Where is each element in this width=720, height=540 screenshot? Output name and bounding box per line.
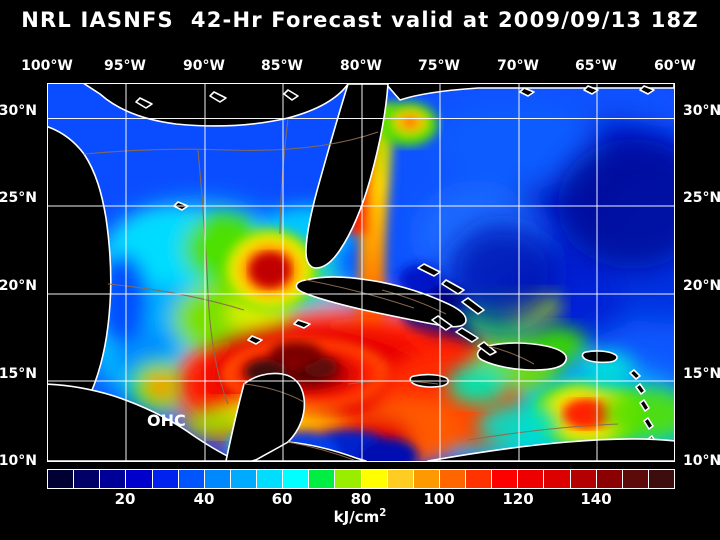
colorbar-cell-4 bbox=[152, 470, 179, 488]
colorbar-tick-40: 40 bbox=[193, 490, 215, 508]
colorbar-cell-11 bbox=[335, 470, 362, 488]
lat-label-left-15n: 15°N bbox=[0, 366, 37, 382]
lat-label-right-15n: 15°N bbox=[683, 366, 720, 382]
ohc-overlay-label: OHC bbox=[147, 411, 186, 430]
colorbar-unit-text: kJ/cm bbox=[333, 508, 380, 526]
colorbar-cell-16 bbox=[466, 470, 493, 488]
colorbar-cell-20 bbox=[570, 470, 597, 488]
colorbar-cell-2 bbox=[100, 470, 127, 488]
colorbar-cell-0 bbox=[48, 470, 75, 488]
colorbar-cell-5 bbox=[178, 470, 205, 488]
lon-label-80w: 80°W bbox=[340, 58, 382, 74]
lon-label-90w: 90°W bbox=[183, 58, 225, 74]
lon-label-70w: 70°W bbox=[497, 58, 539, 74]
colorbar-cell-10 bbox=[309, 470, 336, 488]
colorbar-cell-12 bbox=[361, 470, 388, 488]
lat-label-right-25n: 25°N bbox=[683, 190, 720, 206]
lon-label-95w: 95°W bbox=[104, 58, 146, 74]
colorbar-cell-3 bbox=[126, 470, 153, 488]
colorbar-unit-label: kJ/cm2 bbox=[334, 508, 387, 526]
lon-label-60w: 60°W bbox=[654, 58, 696, 74]
lat-lon-grid bbox=[48, 84, 674, 461]
lon-label-65w: 65°W bbox=[575, 58, 617, 74]
lat-label-right-10n: 10°N bbox=[683, 453, 720, 469]
lat-label-left-25n: 25°N bbox=[0, 190, 37, 206]
ohc-heatmap bbox=[48, 84, 674, 461]
land-masses bbox=[48, 84, 674, 461]
colorbar-cell-23 bbox=[648, 470, 674, 488]
colorbar-tick-20: 20 bbox=[114, 490, 136, 508]
colorbar-cell-17 bbox=[492, 470, 519, 488]
colorbar-cell-15 bbox=[439, 470, 466, 488]
lat-label-left-20n: 20°N bbox=[0, 278, 37, 294]
colorbar-cell-9 bbox=[283, 470, 310, 488]
lon-label-100w: 100°W bbox=[21, 58, 73, 74]
colorbar-tick-100: 100 bbox=[423, 490, 455, 508]
lon-label-85w: 85°W bbox=[261, 58, 303, 74]
colorbar-tick-120: 120 bbox=[502, 490, 534, 508]
colorbar-cell-6 bbox=[204, 470, 231, 488]
lat-label-left-10n: 10°N bbox=[0, 453, 37, 469]
colorbar-tick-60: 60 bbox=[271, 490, 293, 508]
colorbar-cell-1 bbox=[74, 470, 101, 488]
page-title: NRL IASNFS 42-Hr Forecast valid at 2009/… bbox=[21, 8, 699, 32]
lon-label-75w: 75°W bbox=[418, 58, 460, 74]
colorbar-cell-22 bbox=[622, 470, 649, 488]
colorbar-cell-21 bbox=[596, 470, 623, 488]
colorbar-cell-19 bbox=[544, 470, 571, 488]
colorbar-cell-7 bbox=[230, 470, 257, 488]
lat-label-right-30n: 30°N bbox=[683, 103, 720, 119]
colorbar-cell-8 bbox=[257, 470, 284, 488]
colorbar-unit-exponent: 2 bbox=[379, 508, 387, 519]
map-plot-area[interactable]: OHC bbox=[47, 83, 675, 462]
colorbar-tick-140: 140 bbox=[580, 490, 612, 508]
lat-label-left-30n: 30°N bbox=[0, 103, 37, 119]
colorbar-cell-13 bbox=[387, 470, 414, 488]
colorbar-tick-80: 80 bbox=[350, 490, 372, 508]
lat-label-right-20n: 20°N bbox=[683, 278, 720, 294]
colorbar-cell-14 bbox=[413, 470, 440, 488]
colorbar-cell-18 bbox=[518, 470, 545, 488]
colorbar[interactable] bbox=[47, 469, 675, 489]
